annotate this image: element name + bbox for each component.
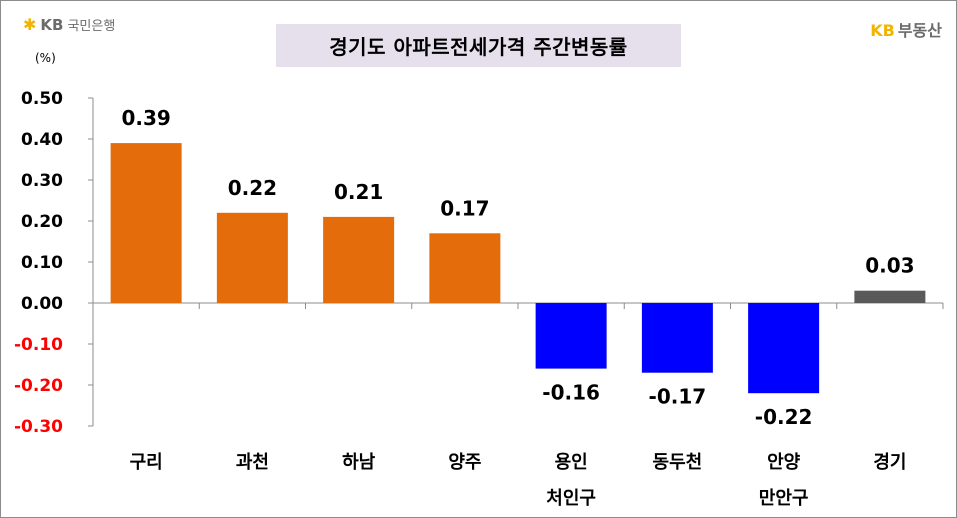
kb-realestate-logo: KB 부동산 [870, 17, 942, 41]
bar [641, 303, 713, 373]
kb-realestate-logo-name: 부동산 [897, 21, 942, 40]
x-category-label: 양주 [448, 452, 481, 473]
y-tick-label: -0.20 [14, 376, 63, 396]
x-category-label: 구리 [130, 452, 163, 473]
bar-value-label: 0.21 [334, 180, 383, 204]
y-tick-label: 0.00 [21, 294, 63, 314]
y-tick-label: 0.10 [21, 253, 63, 273]
bar [216, 212, 288, 303]
y-axis-unit-label: (%) [35, 51, 56, 65]
x-category-label: 과천 [236, 452, 269, 473]
kb-bank-logo-brand: KB [40, 15, 64, 34]
bar-value-label: 0.17 [440, 196, 489, 220]
kb-realestate-logo-brand: KB [870, 21, 895, 40]
x-category-label: 안양 [767, 452, 801, 473]
bar [854, 290, 926, 303]
x-category-label: 하남 [342, 452, 376, 473]
bar-value-label: -0.17 [649, 385, 707, 409]
chart-title: 경기도 아파트전세가격 주간변동률 [329, 35, 628, 59]
bar [748, 303, 820, 394]
bar-value-label: 0.39 [121, 106, 170, 130]
y-tick-label: 0.40 [21, 130, 63, 150]
x-category-label: 만안구 [759, 488, 809, 509]
bar-value-label: -0.22 [755, 405, 813, 429]
x-category-label: 처인구 [546, 488, 596, 509]
bar-value-label: 0.03 [865, 254, 914, 278]
bar-value-label: -0.16 [542, 381, 600, 405]
kb-bank-logo: ✱ KB 국민은행 [23, 14, 116, 35]
x-category-label: 경기 [873, 452, 906, 473]
bar-value-label: 0.22 [228, 176, 277, 200]
y-tick-label: 0.20 [21, 212, 63, 232]
y-tick-label: -0.10 [14, 335, 63, 355]
bar [535, 303, 607, 369]
kb-bank-logo-name: 국민은행 [67, 19, 116, 34]
chart-title-box: 경기도 아파트전세가격 주간변동률 [276, 24, 681, 67]
y-tick-label: -0.30 [14, 417, 63, 437]
bar [110, 143, 182, 303]
y-tick-label: 0.30 [21, 171, 63, 191]
bar [323, 216, 395, 303]
y-tick-label: 0.50 [21, 89, 63, 109]
x-category-label: 동두천 [653, 452, 703, 473]
bar [429, 233, 501, 303]
x-category-label: 용인 [555, 452, 588, 473]
kb-star-icon: ✱ [23, 14, 37, 34]
